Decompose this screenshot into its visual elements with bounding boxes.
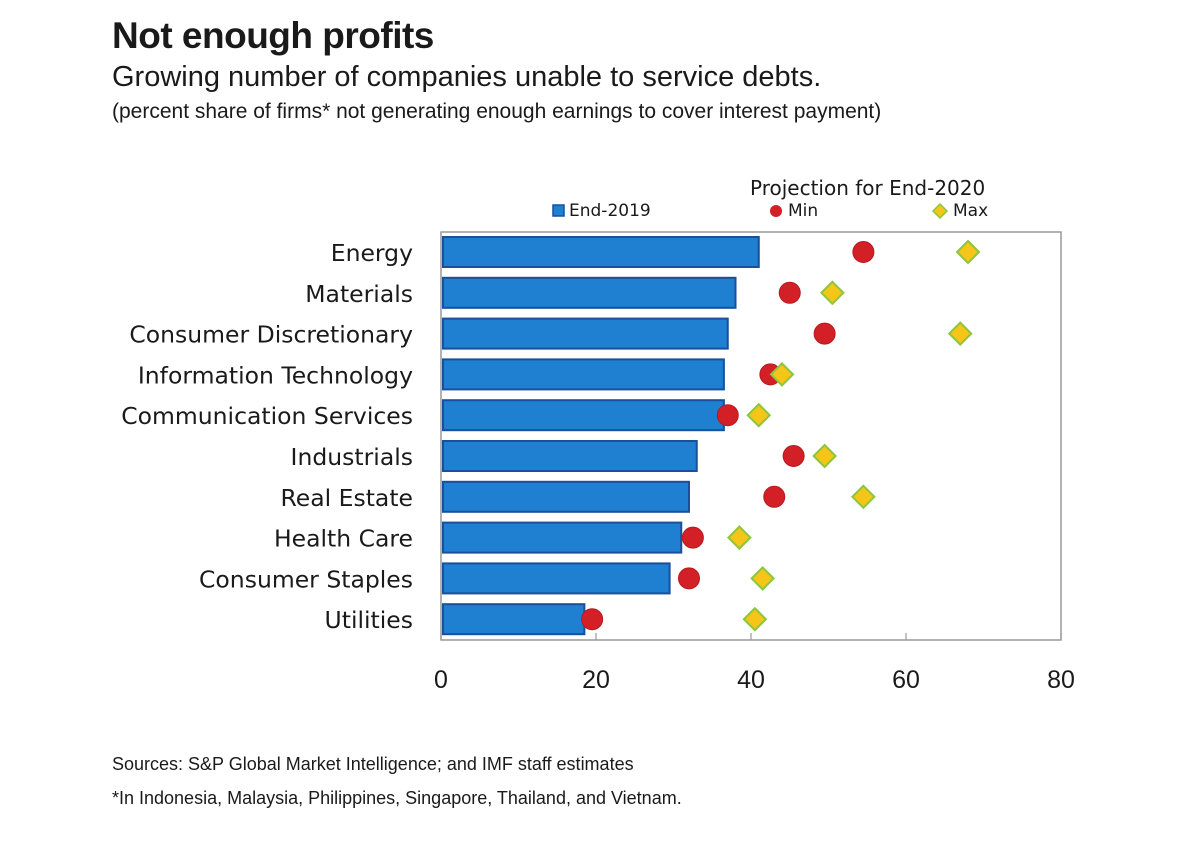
category-label: Consumer Staples <box>199 565 413 593</box>
x-tick-label: 80 <box>1047 666 1075 694</box>
min-marker <box>681 526 704 549</box>
sources-note: Sources: S&P Global Market Intelligence;… <box>112 754 634 774</box>
category-label: Energy <box>331 239 413 267</box>
category-label: Communication Services <box>121 402 413 430</box>
bar-end-2019 <box>442 358 725 391</box>
legend-label-end-2019: End-2019 <box>569 201 651 221</box>
category-label: Industrials <box>291 443 413 471</box>
chart-area: 0 20 40 60 80 Energy Materials Consumer Discret… <box>121 176 1075 694</box>
max-marker <box>742 606 768 632</box>
max-marker <box>955 239 981 265</box>
category-label: Utilities <box>325 606 413 634</box>
bar-end-2019 <box>442 480 690 513</box>
max-marker <box>819 280 845 306</box>
category-label: Health Care <box>274 525 413 553</box>
max-marker <box>769 361 795 387</box>
legend-projection-title: Projection for End-2020 <box>750 176 985 200</box>
max-marker <box>746 402 772 428</box>
category-label: Materials <box>305 280 413 308</box>
bar-end-2019 <box>442 399 725 432</box>
bar-end-2019 <box>442 236 760 268</box>
bar-end-2019 <box>442 440 698 472</box>
x-tick-label: 20 <box>582 666 610 694</box>
max-marker <box>750 565 776 591</box>
category-label: Real Estate <box>280 484 413 512</box>
max-marker <box>850 484 876 510</box>
x-tick-label: 0 <box>434 666 448 694</box>
min-marker <box>778 281 801 304</box>
max-marker <box>947 321 973 347</box>
max-marker <box>726 525 752 551</box>
min-marker <box>813 322 836 345</box>
chart-title: Not enough profits <box>112 15 434 56</box>
legend-label-max: Max <box>953 201 988 221</box>
min-marker <box>782 445 805 467</box>
legend-swatch-end-2019 <box>552 204 565 217</box>
x-tick-label: 40 <box>737 666 765 694</box>
legend-label-min: Min <box>788 201 818 221</box>
min-marker <box>852 241 875 263</box>
bar-end-2019 <box>442 317 729 350</box>
bar-end-2019 <box>442 603 586 636</box>
bar-end-2019 <box>442 562 671 595</box>
chart-note: (percent share of firms* not generating … <box>112 100 882 123</box>
min-marker <box>716 404 739 427</box>
category-label: Consumer Discretionary <box>129 321 413 349</box>
min-marker <box>678 567 700 590</box>
bar-end-2019 <box>442 276 737 309</box>
bar-end-2019 <box>442 521 683 554</box>
min-marker <box>763 485 786 508</box>
legend-swatch-min <box>770 205 782 217</box>
min-marker <box>581 608 604 631</box>
x-tick-label: 60 <box>892 666 920 694</box>
max-marker <box>812 443 838 469</box>
legend-swatch-max <box>931 202 949 220</box>
chart-subtitle: Growing number of companies unable to se… <box>112 61 822 93</box>
countries-footnote: *In Indonesia, Malaysia, Philippines, Si… <box>112 788 682 808</box>
category-label: Information Technology <box>138 361 413 389</box>
